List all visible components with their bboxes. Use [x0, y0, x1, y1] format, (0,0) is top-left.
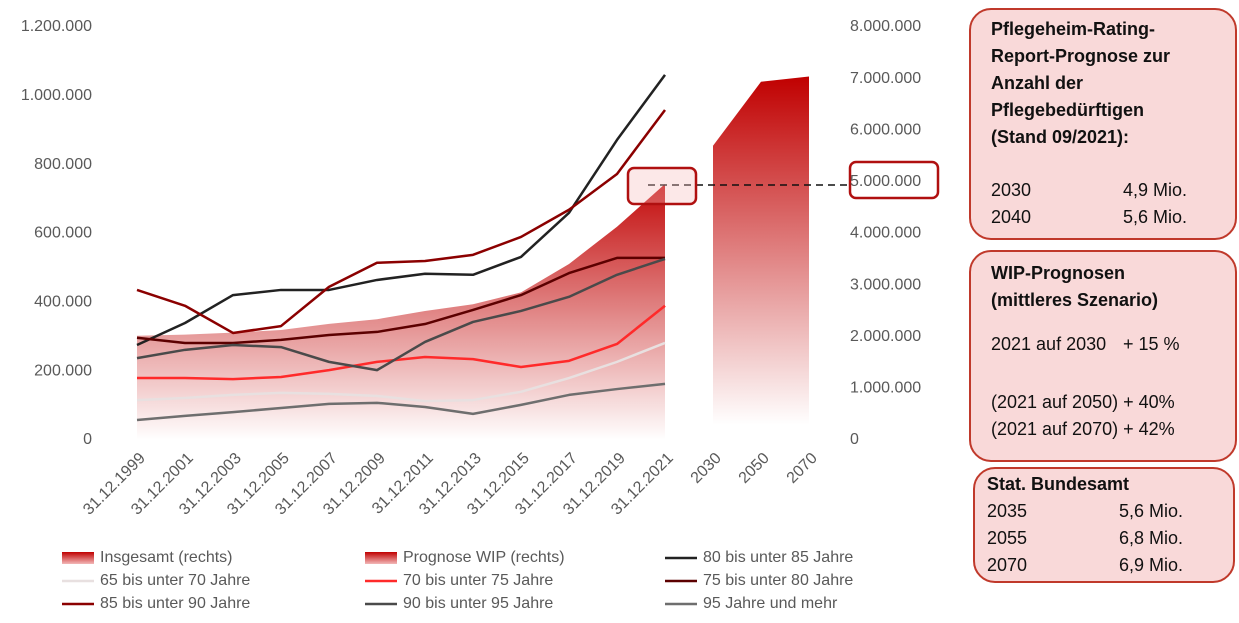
panel-row: 2070 6,9 Mio. — [987, 552, 1233, 579]
panel-cell: 2030 — [991, 180, 1032, 200]
y2-tick-label: 8.000.000 — [850, 18, 921, 35]
highlight-box — [626, 166, 698, 206]
line — [136, 382, 666, 422]
legend-label: 85 bis unter 90 Jahre — [100, 595, 250, 612]
panel-cell: 2021 auf 2030 — [991, 334, 1107, 354]
legend-label: 95 Jahre und mehr — [703, 595, 838, 612]
info-panel: Stat. Bundesamt 2035 5,6 Mio. 2055 6,8 Mio. 2… — [973, 467, 1235, 583]
y-tick-label: 400.000 — [34, 294, 92, 311]
y-tick-label: 1.200.000 — [21, 18, 92, 35]
panel-row: 2055 6,8 Mio. — [987, 525, 1233, 552]
y2-tick-label: 0 — [850, 431, 859, 448]
y-tick-label: 0 — [83, 431, 92, 448]
y2-tick-label: 2.000.000 — [850, 328, 921, 345]
panel-cell: 2070 — [987, 555, 1028, 575]
y-tick-label: 600.000 — [34, 225, 92, 242]
y2-tick-label: 6.000.000 — [850, 121, 921, 138]
panel-row: 2030 4,9 Mio. — [991, 177, 1235, 204]
line — [136, 256, 665, 345]
panel-cell: 4,9 Mio. — [1123, 180, 1188, 200]
panel-cell: + 15 % — [1123, 334, 1180, 354]
y2-tick-label: 5.000.000 — [850, 173, 921, 190]
line — [136, 257, 666, 372]
legend-label: 90 bis unter 95 Jahre — [403, 595, 553, 612]
panel-title: Pflegeheim-Rating- — [991, 19, 1156, 39]
y-tick-label: 800.000 — [34, 156, 92, 173]
line — [136, 109, 667, 335]
panel-row: 2021 auf 2030 + 15 % — [991, 331, 1235, 358]
legend-label: Prognose WIP (rechts) — [403, 549, 565, 566]
legend-label: 70 bis unter 75 Jahre — [403, 572, 553, 589]
panel-row: 2035 5,6 Mio. — [987, 498, 1233, 525]
panel-title: Pflegebedürftigen — [991, 100, 1145, 120]
panel-title: Anzahl der — [991, 73, 1084, 93]
area — [713, 76, 809, 440]
panel-cell: (2021 auf 2070) + 42% — [991, 419, 1175, 439]
panel-row: (2021 auf 2070) + 42% — [991, 416, 1235, 443]
legend-label: Insgesamt (rechts) — [100, 549, 232, 566]
legend-label: 80 bis unter 85 Jahre — [703, 549, 853, 566]
panel-title: (Stand 09/2021): — [991, 127, 1130, 147]
legend-swatch — [365, 552, 397, 564]
panel-title: Report-Prognose zur — [991, 46, 1171, 66]
panel-row: 2040 5,6 Mio. — [991, 204, 1235, 231]
y2-tick-label: 4.000.000 — [850, 225, 921, 242]
legend-label: 65 bis unter 70 Jahre — [100, 572, 250, 589]
panel-title: Stat. Bundesamt — [987, 474, 1130, 494]
panel-cell: 6,9 Mio. — [1119, 555, 1184, 575]
panel-cell: 6,8 Mio. — [1119, 528, 1184, 548]
x-tick-label: 2030 — [688, 450, 725, 487]
area — [137, 183, 665, 440]
legend-swatch — [62, 552, 94, 564]
y2-tick-label: 7.000.000 — [850, 70, 921, 87]
y-tick-label: 1.000.000 — [21, 87, 92, 104]
panel-cell: 5,6 Mio. — [1119, 501, 1184, 521]
line — [136, 74, 667, 347]
panel-rows: 2021 auf 2030 + 15 % (2021 auf 2050) + 40%… — [991, 331, 1235, 443]
line — [136, 341, 666, 403]
panel-cell: 2055 — [987, 528, 1028, 548]
line — [137, 304, 666, 381]
panel-title: WIP-Prognosen — [991, 263, 1125, 283]
panel-row: (2021 auf 2050) + 40% — [991, 389, 1235, 416]
panel-cell: (2021 auf 2050) + 40% — [991, 392, 1175, 412]
y2-tick-label: 1.000.000 — [850, 380, 921, 397]
info-panel: Pflegeheim-Rating- Report-Prognose zur Anz… — [969, 8, 1237, 240]
x-tick-label: 2050 — [736, 450, 773, 487]
panel-cell: 2040 — [991, 207, 1032, 227]
highlight-box — [848, 160, 940, 200]
chart: 0 200.000 400.000 600.000 800.000 1.000.000 1.… — [21, 18, 940, 612]
x-tick-label: 2070 — [784, 450, 821, 487]
y-tick-label: 200.000 — [34, 362, 92, 379]
panel-cell: 5,6 Mio. — [1123, 207, 1188, 227]
info-panel: WIP-Prognosen (mittleres Szenario) 2021 au… — [969, 250, 1237, 462]
y2-tick-label: 3.000.000 — [850, 276, 921, 293]
legend-label: 75 bis unter 80 Jahre — [703, 572, 853, 589]
panel-title: (mittleres Szenario) — [991, 290, 1159, 310]
panel-rows: 2030 4,9 Mio. 2040 5,6 Mio. — [991, 177, 1235, 231]
panel-rows: 2035 5,6 Mio. 2055 6,8 Mio. 2070 6,9 Mio. — [987, 498, 1233, 579]
panel-cell: 2035 — [987, 501, 1028, 521]
